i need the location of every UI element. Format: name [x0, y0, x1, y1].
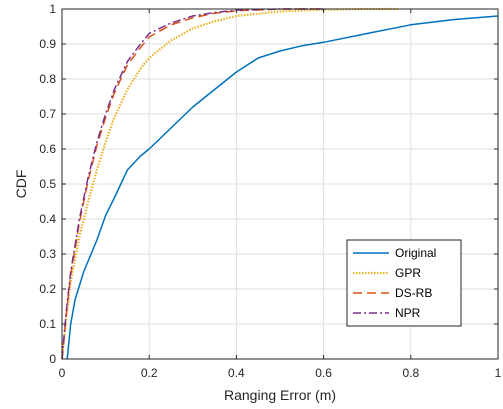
legend-label-ds-rb: DS-RB — [395, 286, 432, 300]
x-axis-label: Ranging Error (m) — [224, 387, 336, 403]
y-tick-label: 1 — [49, 2, 56, 16]
y-tick-label: 0.3 — [39, 247, 56, 261]
x-tick-labels: 0 0.2 0.4 0.6 0.8 1 — [59, 366, 502, 380]
y-tick-labels: 0 0.1 0.2 0.3 0.4 0.5 0.6 0.7 0.8 0.9 1 — [39, 2, 56, 366]
y-tick-label: 0.2 — [39, 282, 56, 296]
x-tick-label: 1 — [495, 366, 502, 380]
y-tick-label: 0.6 — [39, 142, 56, 156]
y-tick-label: 0.5 — [39, 177, 56, 191]
x-tick-label: 0.4 — [228, 366, 245, 380]
x-tick-label: 0.8 — [402, 366, 419, 380]
y-tick-label: 0.9 — [39, 37, 56, 51]
y-tick-label: 0.8 — [39, 72, 56, 86]
series-line-original — [66, 15, 499, 360]
legend: Original GPR DS-RB NPR — [346, 239, 462, 327]
x-tick-label: 0.6 — [315, 366, 332, 380]
series-line-npr — [61, 8, 324, 360]
legend-box — [346, 239, 462, 327]
x-tick-label: 0 — [59, 366, 66, 380]
legend-label-gpr: GPR — [395, 266, 421, 280]
y-axis-label: CDF — [13, 170, 29, 199]
legend-label-original: Original — [395, 246, 436, 260]
series-line-gpr — [60, 7, 398, 360]
series-layer — [60, 7, 499, 360]
y-tick-label: 0.7 — [39, 107, 56, 121]
y-tick-label: 0.1 — [39, 317, 56, 331]
legend-label-npr: NPR — [395, 306, 421, 320]
y-tick-label: 0.4 — [39, 212, 56, 226]
x-tick-label: 0.2 — [141, 366, 158, 380]
y-tick-label: 0 — [49, 352, 56, 366]
axis-ticks — [61, 8, 499, 360]
